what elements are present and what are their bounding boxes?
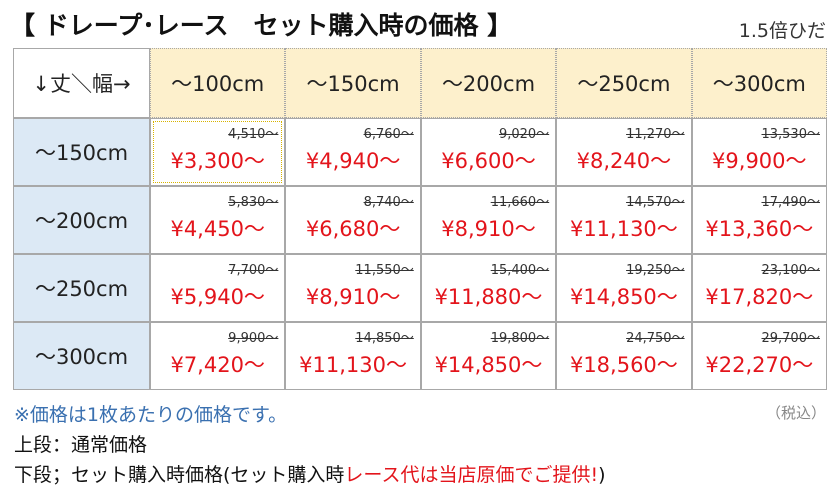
- set-price: ¥4,940～: [305, 149, 401, 173]
- regular-price: 5,830～: [228, 195, 279, 210]
- pleat-note: 1.5倍ひだ: [738, 20, 826, 42]
- set-price: ¥5,940～: [170, 285, 265, 309]
- price-cell: 6,760～ ¥4,940～: [285, 118, 421, 186]
- note-tax: （税込）: [765, 404, 826, 422]
- price-cell: 11,660～ ¥8,910～: [420, 186, 557, 254]
- title: 【 ドレープ･レース セット購入時の価格 】: [10, 11, 513, 40]
- regular-price: 4,510～: [228, 127, 279, 142]
- regular-price: 6,760～: [363, 127, 414, 142]
- row-header: ～150cm: [13, 118, 150, 186]
- price-cell: 14,850～ ¥11,130～: [285, 322, 421, 390]
- price-cell: 4,510～ ¥3,300～: [150, 118, 286, 186]
- set-price: ¥8,240～: [576, 149, 672, 173]
- set-price: ¥9,900～: [712, 149, 807, 173]
- regular-price: 11,660～: [490, 195, 550, 210]
- price-cell: 9,900～ ¥7,420～: [150, 322, 286, 390]
- corner-header: ↓丈＼幅→: [13, 48, 150, 118]
- price-cell: 15,400～ ¥11,880～: [420, 254, 557, 322]
- price-cell: 11,550～ ¥8,910～: [285, 254, 421, 322]
- regular-price: 13,530～: [761, 127, 820, 142]
- price-cell: 11,270～ ¥8,240～: [556, 118, 692, 186]
- column-header: ～150cm: [285, 48, 421, 118]
- regular-price: 9,020～: [498, 127, 550, 142]
- note-lower: 下段；セット購入時価格(セット購入時レース代は当店原価でご提供!): [14, 460, 606, 487]
- set-price: ¥11,130～: [569, 217, 678, 241]
- regular-price: 23,100～: [761, 263, 820, 278]
- regular-price: 11,550～: [355, 263, 414, 278]
- regular-price: 19,800～: [490, 331, 550, 346]
- regular-price: 9,900～: [228, 331, 279, 346]
- set-price: ¥14,850～: [434, 353, 543, 377]
- row-header: ～250cm: [13, 254, 150, 322]
- price-cell: 19,800～ ¥14,850～: [420, 322, 557, 390]
- price-cell: 17,490～ ¥13,360～: [691, 186, 827, 254]
- price-cell: 19,250～ ¥14,850～: [556, 254, 692, 322]
- price-cell: 29,700～ ¥22,270～: [691, 322, 827, 390]
- price-cell: 13,530～ ¥9,900～: [691, 118, 827, 186]
- note-highlight: レース代は当店原価でご提供!: [344, 464, 599, 486]
- regular-price: 14,570～: [626, 195, 685, 210]
- price-cell: 5,830～ ¥4,450～: [150, 186, 286, 254]
- price-cell: 7,700～ ¥5,940～: [150, 254, 286, 322]
- row-header: ～200cm: [13, 186, 150, 254]
- set-price: ¥6,680～: [305, 217, 401, 241]
- row-header: ～300cm: [13, 322, 150, 390]
- set-price: ¥13,360～: [705, 217, 814, 241]
- column-header: ～250cm: [556, 48, 692, 118]
- regular-price: 14,850～: [355, 331, 414, 346]
- price-cell: 23,100～ ¥17,820～: [691, 254, 827, 322]
- regular-price: 19,250～: [626, 263, 685, 278]
- price-cell: 8,740～ ¥6,680～: [285, 186, 421, 254]
- set-price: ¥4,450～: [170, 217, 265, 241]
- set-price: ¥11,130～: [299, 353, 407, 377]
- regular-price: 17,490～: [761, 195, 820, 210]
- set-price: ¥8,910～: [305, 285, 401, 309]
- regular-price: 15,400～: [490, 263, 550, 278]
- note-unit: ※価格は1枚あたりの価格です。: [14, 404, 288, 426]
- set-price: ¥8,910～: [441, 217, 536, 241]
- regular-price: 11,270～: [626, 127, 685, 142]
- column-header: ～300cm: [691, 48, 827, 118]
- set-price: ¥14,850～: [569, 285, 678, 309]
- regular-price: 8,740～: [363, 195, 414, 210]
- set-price: ¥7,420～: [170, 353, 265, 377]
- set-price: ¥3,300～: [170, 149, 265, 173]
- set-price: ¥17,820～: [705, 285, 814, 309]
- set-price: ¥22,270～: [705, 353, 814, 377]
- set-price: ¥18,560～: [569, 353, 678, 377]
- regular-price: 7,700～: [228, 263, 279, 278]
- note-upper: 上段：通常価格: [14, 434, 148, 456]
- price-cell: 9,020～ ¥6,600～: [420, 118, 557, 186]
- set-price: ¥6,600～: [441, 149, 536, 173]
- note-text: ): [598, 464, 606, 486]
- column-header: ～100cm: [150, 48, 286, 118]
- set-price: ¥11,880～: [434, 285, 543, 309]
- regular-price: 29,700～: [761, 331, 820, 346]
- column-header: ～200cm: [420, 48, 557, 118]
- price-cell: 14,570～ ¥11,130～: [556, 186, 692, 254]
- price-cell: 24,750～ ¥18,560～: [556, 322, 692, 390]
- note-text: 下段；セット購入時価格(セット購入時: [14, 464, 345, 486]
- regular-price: 24,750～: [626, 331, 685, 346]
